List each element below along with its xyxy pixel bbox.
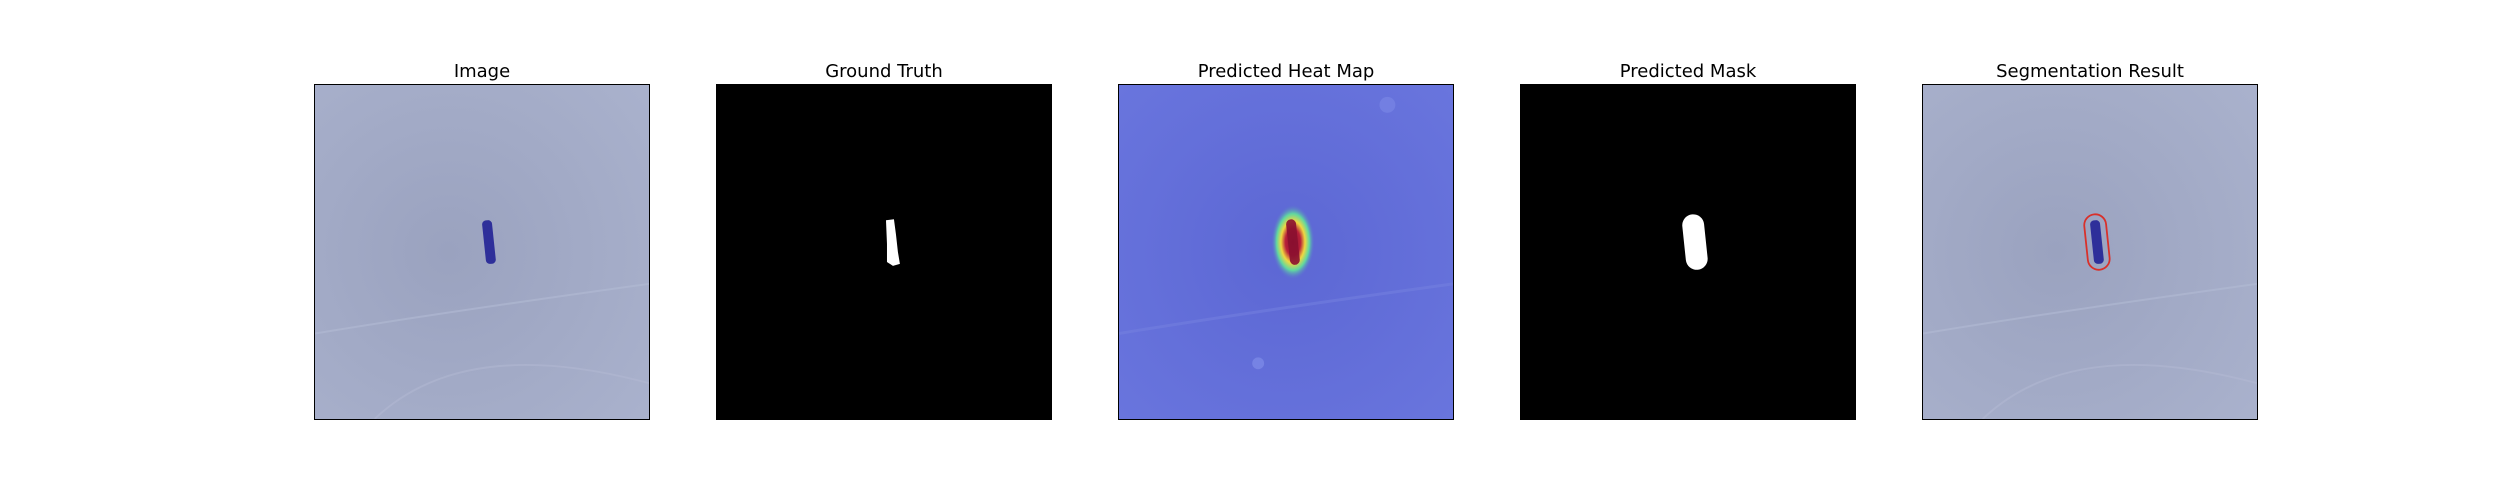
predicted-mask — [1521, 85, 1855, 419]
original-image — [315, 85, 649, 419]
ground-truth-mask — [717, 85, 1051, 419]
panel-title-image: Image — [453, 61, 511, 82]
object-blob — [2090, 220, 2104, 264]
heat-map — [1119, 85, 1453, 419]
panel-title-ground-truth: Ground Truth — [825, 61, 943, 82]
panel-title-predicted-mask: Predicted Mask — [1619, 61, 1757, 82]
segmentation-contour — [2083, 213, 2111, 271]
object-blob — [482, 220, 496, 264]
image-frame — [314, 84, 650, 420]
ground-truth-region — [885, 219, 900, 266]
panel-title-heat-map: Predicted Heat Map — [1197, 61, 1375, 82]
predicted-region — [1682, 214, 1708, 270]
panel-title-segmentation: Segmentation Result — [1996, 61, 2184, 82]
segmentation-frame — [1922, 84, 2258, 420]
heat-map-frame — [1118, 84, 1454, 420]
ground-truth-frame — [716, 84, 1052, 420]
segmentation-result — [1923, 85, 2257, 419]
predicted-mask-frame — [1520, 84, 1856, 420]
heat-hotspot — [1271, 204, 1315, 280]
